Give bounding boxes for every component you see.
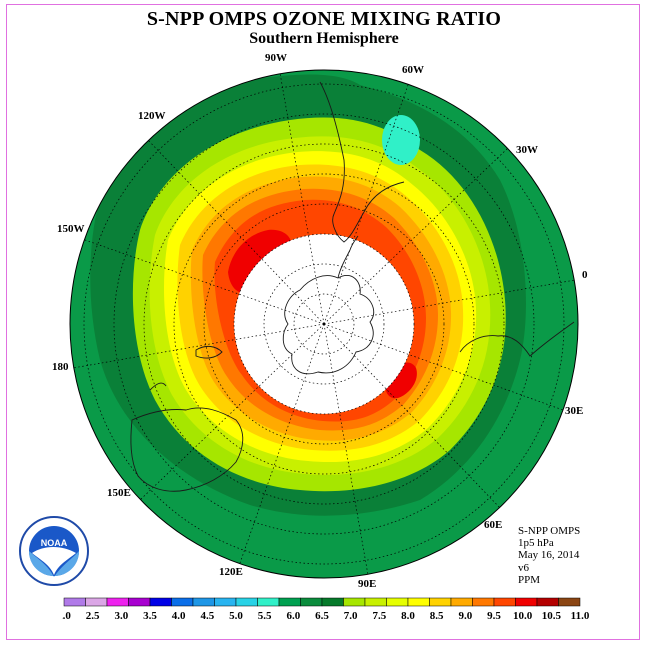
colorbar-tick-label: 4.5 — [200, 610, 214, 622]
contour-5p5-6 — [382, 115, 420, 165]
south-pole-marker — [322, 322, 326, 326]
coastlines — [130, 81, 575, 492]
colorbar-tick-label: 10.0 — [513, 610, 533, 622]
colorbar-swatch — [386, 597, 409, 607]
colorbar-tick-label: 8.5 — [430, 610, 444, 622]
graticule — [72, 72, 576, 576]
colorbar-tick-label: 9.5 — [487, 610, 501, 622]
colorbar-tick-label: 3.5 — [143, 610, 157, 622]
colorbar-tick-label: 5.5 — [258, 610, 272, 622]
noaa-logo-text: NOAA — [41, 538, 68, 548]
info-units: PPM — [518, 573, 541, 586]
colorbar-swatch — [63, 597, 86, 607]
colorbar-swatch — [192, 597, 215, 607]
colorbar-tick-label: 7.0 — [344, 610, 358, 622]
lon-label-30e: 30E — [565, 405, 583, 417]
colorbar-swatch — [149, 597, 172, 607]
info-block: S-NPP OMPS 1p5 hPa May 16, 2014 v6 PPM — [518, 525, 580, 586]
lon-label-90e: 90E — [358, 578, 376, 590]
colorbar-swatch — [85, 597, 108, 607]
lon-label-150w: 150W — [57, 223, 85, 235]
map-boundary-circle — [69, 69, 579, 579]
colorbar-tick-label: 10.5 — [542, 610, 562, 622]
colorbar-swatch — [171, 597, 194, 607]
colorbar-swatch — [364, 597, 387, 607]
noaa-logo: NOAA — [19, 516, 89, 586]
colorbar-tick-label: 2.5 — [86, 610, 100, 622]
coastline-new-zealand — [195, 345, 223, 359]
coastline-antarctica — [282, 274, 374, 375]
colorbar-swatch — [472, 597, 495, 607]
colorbar-swatch — [214, 597, 237, 607]
colorbar-swatch — [429, 597, 452, 607]
info-version: v6 — [518, 561, 529, 574]
lon-label-60w: 60W — [402, 64, 424, 76]
info-instrument: S-NPP OMPS — [518, 525, 581, 537]
lon-label-90w: 90W — [265, 52, 287, 64]
lon-label-180: 180 — [52, 361, 69, 373]
colorbar-tick-label: 8.0 — [401, 610, 415, 622]
lon-label-120e: 120E — [219, 566, 243, 578]
colorbar: 2.0 2.5 3.0 3.5 4.0 4.5 5.0 5.5 6.0 6.5 7.0 7.5 8.0 8… — [62, 597, 590, 622]
coastline-south-america — [319, 81, 405, 243]
map-subtitle: Southern Hemisphere — [249, 30, 399, 47]
colorbar-swatch — [128, 597, 151, 607]
colorbar-tick-label: 6.0 — [286, 610, 300, 622]
colorbar-swatch — [450, 597, 473, 607]
colorbar-swatch — [300, 597, 323, 607]
coastline-australia — [130, 407, 244, 492]
lon-label-60e: 60E — [484, 519, 502, 531]
colorbar-swatch — [493, 597, 516, 607]
colorbar-tick-label: 3.0 — [114, 610, 128, 622]
lon-label-30w: 30W — [516, 144, 538, 156]
page-frame — [6, 4, 640, 640]
colorbar-tick-label: 5.0 — [229, 610, 243, 622]
info-level: 1p5 hPa — [518, 537, 554, 550]
colorbar-swatch — [278, 597, 301, 607]
colorbar-swatch — [235, 597, 258, 607]
colorbar-swatch — [536, 597, 559, 607]
colorbar-tick-label: 11.0 — [571, 610, 590, 622]
coastline-new-zealand-north — [149, 382, 167, 391]
colorbar-tick-label: 9.0 — [458, 610, 472, 622]
lon-label-150e: 150E — [107, 487, 131, 499]
colorbar-tick-label: 4.0 — [172, 610, 186, 622]
colorbar-swatch — [106, 597, 129, 607]
colorbar-swatch — [321, 597, 344, 607]
colorbar-tick-label: 2.0 — [62, 610, 71, 622]
colorbar-swatch — [343, 597, 366, 607]
colorbar-swatch — [257, 597, 280, 607]
colorbar-swatch — [558, 597, 581, 607]
colorbar-tick-label: 7.5 — [372, 610, 386, 622]
lon-label-120w: 120W — [138, 110, 166, 122]
colorbar-tick-label: 6.5 — [315, 610, 329, 622]
colorbar-swatch — [407, 597, 430, 607]
coastline-africa — [459, 321, 575, 357]
info-date: May 16, 2014 — [518, 549, 580, 562]
coastline-antarctic-peninsula — [337, 235, 359, 279]
lon-label-0: 0 — [582, 269, 588, 281]
colorbar-swatch — [515, 597, 538, 607]
map-title: S-NPP OMPS OZONE MIXING RATIO — [146, 8, 502, 30]
